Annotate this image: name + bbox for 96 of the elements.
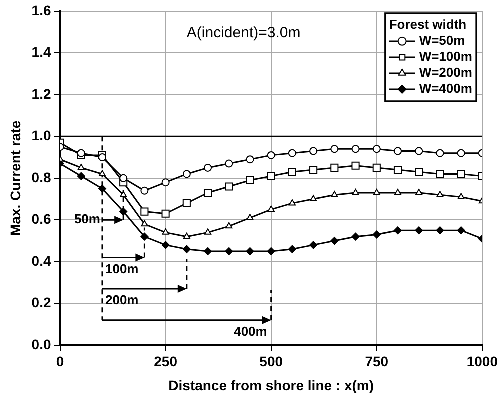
y-tick-label: 0.6 (32, 211, 52, 228)
point (246, 156, 254, 164)
point (394, 189, 402, 196)
point (225, 247, 234, 256)
point (162, 228, 170, 235)
annotation: A(incident)=3.0m (186, 24, 301, 42)
point (204, 164, 212, 172)
ref-line-label: 400m (234, 324, 268, 339)
point (225, 182, 234, 191)
point (372, 164, 381, 172)
ref-line-label: 200m (105, 292, 139, 308)
point (394, 166, 402, 174)
point (372, 230, 381, 239)
point (310, 241, 318, 250)
point (268, 206, 275, 212)
point (436, 149, 444, 158)
point (352, 162, 360, 170)
point (310, 166, 318, 174)
y-tick-label: 0.8 (32, 169, 52, 186)
legend-label: W=50m (419, 32, 466, 48)
point (416, 189, 423, 196)
point (98, 154, 106, 162)
point (120, 174, 128, 182)
point (331, 191, 338, 198)
point (436, 170, 444, 178)
point (288, 245, 296, 254)
point (394, 147, 402, 156)
point (436, 191, 444, 198)
point (98, 184, 106, 193)
y-axis-title: Max. Current rate (7, 120, 24, 236)
x-tick-label: 500 (260, 354, 284, 370)
ref-line-label: 100m (105, 261, 139, 276)
point (182, 199, 191, 208)
point (246, 247, 254, 256)
point (162, 210, 170, 218)
point (415, 168, 424, 176)
point (394, 226, 402, 235)
point (415, 226, 424, 235)
point (352, 145, 360, 154)
point (288, 149, 296, 158)
ref-line-label: 50m (74, 212, 100, 227)
point (141, 220, 148, 227)
point (120, 191, 128, 198)
point (310, 147, 318, 156)
point (182, 170, 191, 178)
point (373, 189, 380, 196)
x-tick-label: 1000 (466, 354, 498, 370)
point (330, 145, 339, 154)
point (267, 151, 276, 160)
point (246, 176, 254, 185)
point (204, 228, 212, 235)
y-tick-label: 1.2 (32, 86, 52, 102)
x-tick-label: 750 (365, 354, 389, 370)
point (288, 168, 296, 176)
x-tick-label: 0 (56, 354, 64, 370)
point (372, 145, 381, 154)
point (267, 172, 276, 180)
point (352, 189, 360, 196)
point (330, 237, 339, 246)
point (225, 160, 234, 168)
legend-title: Forest width (389, 16, 467, 32)
point (457, 170, 466, 178)
point (267, 247, 276, 256)
point (204, 188, 212, 198)
y-tick-label: 0.2 (32, 294, 52, 311)
x-axis-title: Distance from shore line : x(m) (168, 377, 374, 394)
point (182, 245, 191, 254)
point (183, 232, 190, 240)
y-tick-label: 0.0 (32, 336, 52, 352)
point (457, 149, 466, 158)
legend-label: W=400m (419, 80, 472, 96)
y-tick-label: 1.0 (32, 128, 52, 144)
y-tick-label: 1.4 (32, 44, 52, 60)
legend-label: W=100m (419, 48, 472, 64)
point (246, 214, 254, 220)
point (288, 199, 296, 206)
x-tick-label: 250 (154, 354, 178, 370)
point (77, 172, 86, 180)
point (436, 226, 444, 235)
point (330, 164, 339, 172)
point (78, 164, 85, 170)
y-tick-label: 1.6 (32, 2, 52, 18)
point (458, 193, 465, 200)
point (352, 232, 360, 241)
point (457, 226, 466, 235)
point (162, 178, 170, 187)
point (162, 241, 170, 250)
point (140, 208, 149, 216)
point (204, 247, 212, 256)
point (415, 147, 424, 156)
y-tick-label: 0.4 (32, 252, 52, 269)
point (310, 195, 318, 202)
point (140, 186, 149, 195)
point (226, 222, 233, 229)
point (98, 170, 106, 176)
legend-label: W=200m (419, 64, 472, 80)
